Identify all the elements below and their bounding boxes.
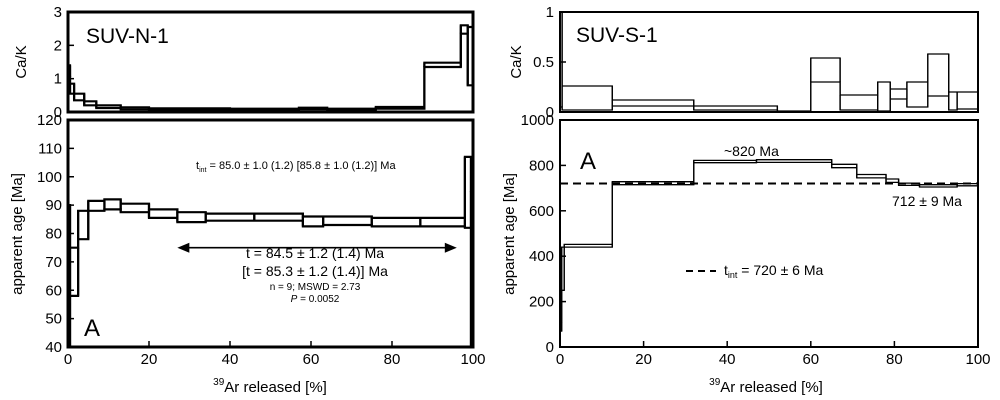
y-tick-label: 0 bbox=[546, 104, 554, 121]
y-tick-label: 600 bbox=[529, 203, 554, 220]
panel-left-bottom: 40 50 60 70 80 90 100 110 120 0 20 40 60 80 100 appar… bbox=[9, 112, 486, 396]
x-tick-label: 40 bbox=[719, 351, 736, 368]
y-ticks: 0 1 2 3 bbox=[54, 4, 74, 121]
spectrum-lower-line bbox=[560, 81, 978, 113]
p-label: P bbox=[291, 294, 298, 305]
legend-text: tint = 720 ± 6 Ma bbox=[724, 262, 824, 280]
y-tick-label: 60 bbox=[45, 282, 62, 299]
y-axis-label: Ca/K bbox=[13, 45, 30, 78]
panel-left-top: 0 1 2 3 SUV-N-1 Ca/K bbox=[13, 4, 475, 121]
x-tick-label: 100 bbox=[965, 351, 990, 368]
x-ticks: 0 20 40 60 80 100 bbox=[64, 341, 486, 368]
y-tick-label: 3 bbox=[54, 4, 62, 21]
calcium-potassium-spectrum bbox=[559, 11, 979, 113]
y-tick-label: 110 bbox=[38, 140, 62, 157]
x-tick-label: 40 bbox=[222, 351, 239, 368]
spectrum-lower-line bbox=[560, 161, 978, 332]
peak-age-label: ~820 Ma bbox=[724, 143, 779, 159]
y-tick-label: 1 bbox=[546, 4, 554, 21]
plateau-stats: n = 9; MSWD = 2.73 bbox=[270, 282, 361, 293]
x-tick-label: 60 bbox=[802, 351, 819, 368]
panel-right-top: 00.51 SUV-S-1 Ca/K bbox=[508, 4, 979, 121]
integrated-age-note: tint = 85.0 ± 1.0 (1.2) [85.8 ± 1.0 (1.2… bbox=[196, 160, 396, 174]
y-axis-label: apparent age [Ma] bbox=[9, 173, 26, 295]
y-tick-label: 90 bbox=[45, 197, 62, 214]
age-spectrum bbox=[559, 159, 979, 332]
plateau-probability: P = 0.0052 bbox=[291, 294, 340, 305]
y-tick-label: 400 bbox=[529, 248, 554, 265]
panel-letter: A bbox=[580, 148, 596, 175]
y-tick-label: 0.5 bbox=[533, 54, 554, 71]
y-tick-label: 0 bbox=[546, 339, 554, 356]
x-tick-label: 60 bbox=[303, 351, 320, 368]
x-tick-label: 80 bbox=[384, 351, 401, 368]
panel-right-bottom: 0 200 400 600 800 1000 0 20 40 60 80 100 apparent … bbox=[501, 112, 991, 396]
panel-letter: A bbox=[84, 315, 100, 342]
plateau-age-label: 712 ± 9 Ma bbox=[892, 193, 962, 209]
y-ticks: 00.51 bbox=[533, 4, 566, 121]
x-tick-label: 0 bbox=[64, 351, 72, 368]
arrow-head-left bbox=[177, 242, 190, 253]
plot-frame bbox=[66, 10, 475, 114]
x-axis-label: 39Ar released [%] bbox=[709, 377, 823, 396]
p-value: = 0.0052 bbox=[297, 294, 339, 305]
y-tick-label: 200 bbox=[529, 294, 554, 311]
legend-main: t bbox=[724, 262, 728, 278]
plot-frame bbox=[559, 119, 979, 348]
x-tick-label: 20 bbox=[141, 351, 158, 368]
x-ticks: 0 20 40 60 80 100 bbox=[556, 341, 991, 368]
legend-sub: int bbox=[728, 270, 738, 280]
x-tick-label: 80 bbox=[886, 351, 903, 368]
x-axis-label-main: Ar released [%] bbox=[224, 379, 327, 396]
x-axis-label: 39Ar released [%] bbox=[213, 377, 327, 396]
x-tick-label: 20 bbox=[635, 351, 652, 368]
x-axis-label-sup: 39 bbox=[709, 377, 721, 388]
x-axis-label-sup: 39 bbox=[213, 377, 225, 388]
plot-frame bbox=[66, 118, 475, 349]
y-tick-label: 1000 bbox=[521, 112, 554, 129]
plateau-age-line1: t = 84.5 ± 1.2 (1.4) Ma bbox=[246, 245, 384, 261]
y-ticks: 40 50 60 70 80 90 100 110 120 bbox=[37, 112, 74, 356]
y-tick-label: 40 bbox=[45, 339, 62, 356]
sample-label: SUV-N-1 bbox=[86, 25, 169, 48]
y-tick-label: 120 bbox=[37, 112, 62, 129]
spectrum-lower-line bbox=[68, 208, 473, 349]
y-axis-label: apparent age [Ma] bbox=[501, 173, 518, 295]
plateau-arrow bbox=[177, 242, 457, 253]
y-ticks: 0 200 400 600 800 1000 bbox=[521, 112, 566, 356]
arrow-head-right bbox=[444, 242, 457, 253]
y-tick-label: 2 bbox=[54, 37, 62, 54]
y-axis-label: Ca/K bbox=[508, 45, 525, 78]
tint-rest: = 85.0 ± 1.0 (1.2) [85.8 ± 1.0 (1.2)] Ma bbox=[206, 160, 396, 172]
tint-main: t bbox=[196, 160, 199, 172]
y-tick-label: 0 bbox=[54, 104, 62, 121]
y-tick-label: 70 bbox=[45, 254, 62, 271]
y-tick-label: 80 bbox=[45, 226, 62, 243]
sample-label: SUV-S-1 bbox=[576, 24, 658, 47]
y-tick-label: 50 bbox=[45, 311, 62, 328]
calcium-potassium-spectrum bbox=[66, 24, 475, 112]
plateau-age-line2: [t = 85.3 ± 1.2 (1.4)] Ma bbox=[242, 263, 388, 279]
y-tick-label: 1 bbox=[54, 71, 62, 88]
y-tick-label: 100 bbox=[37, 169, 62, 186]
tint-sub: int bbox=[199, 167, 206, 174]
x-tick-label: 0 bbox=[556, 351, 564, 368]
x-tick-label: 100 bbox=[460, 351, 485, 368]
y-tick-label: 800 bbox=[529, 157, 554, 174]
legend-rest: = 720 ± 6 Ma bbox=[737, 262, 823, 278]
x-axis-label-main: Ar released [%] bbox=[720, 379, 823, 396]
